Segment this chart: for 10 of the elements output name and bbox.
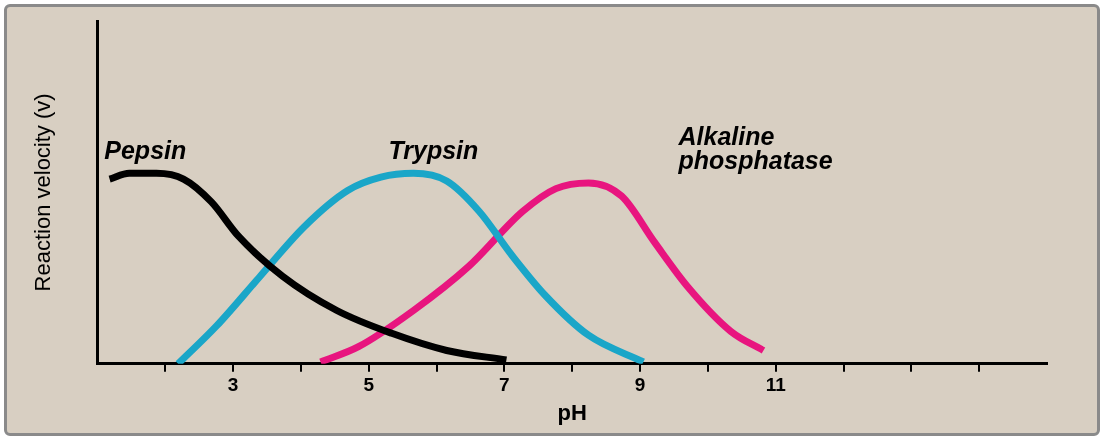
x-tick-label: 9 bbox=[634, 374, 646, 396]
x-axis-title: pH bbox=[557, 399, 587, 425]
x-tick-label: 11 bbox=[765, 374, 787, 396]
x-tick-label: 3 bbox=[227, 374, 239, 396]
series-label: Pepsin bbox=[104, 136, 187, 165]
series-label: Trypsin bbox=[388, 136, 479, 165]
x-tick-label: 5 bbox=[363, 374, 375, 396]
x-tick-label: 7 bbox=[499, 374, 510, 396]
text: Alkaline phosphatase bbox=[677, 121, 833, 174]
y-axis-title: Reaction velocity (v) bbox=[30, 93, 56, 292]
